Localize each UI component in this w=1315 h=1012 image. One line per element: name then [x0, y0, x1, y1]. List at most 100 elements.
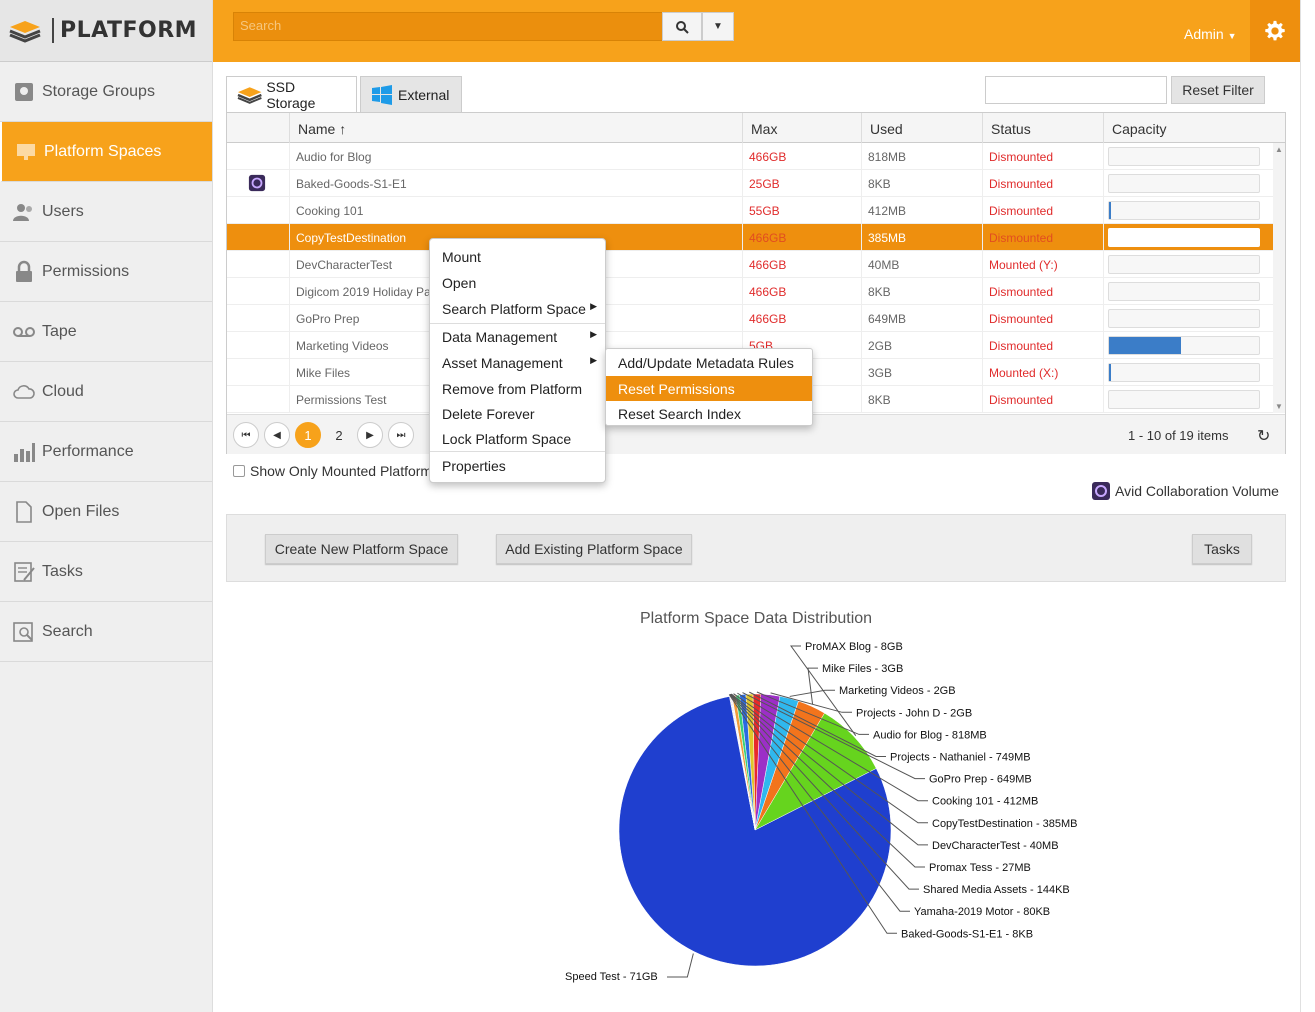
sidebar-item-tasks[interactable]: Tasks: [0, 542, 212, 602]
admin-menu[interactable]: Admin ▼: [1184, 26, 1237, 42]
sidebar-item-permissions[interactable]: Permissions: [0, 242, 212, 302]
scroll-down-icon[interactable]: ▼: [1275, 402, 1283, 411]
checkbox-box[interactable]: [233, 465, 245, 477]
actions-panel: Create New Platform Space Add Existing P…: [226, 514, 1286, 582]
menu-item-mount[interactable]: Mount: [442, 249, 481, 265]
sidebar-item-label: Users: [42, 202, 84, 220]
cell-used: 40MB: [861, 251, 982, 278]
settings-button[interactable]: [1250, 0, 1300, 62]
menu-item-remove-from-platform[interactable]: Remove from Platform: [442, 381, 583, 397]
label-connector: [729, 693, 919, 890]
label-connector: [749, 691, 886, 757]
chart-title: Platform Space Data Distribution: [639, 610, 873, 627]
slice-label: DevCharacterTest - 40MB: [932, 840, 1059, 852]
menu-item-add-update-metadata-rules[interactable]: Add/Update Metadata Rules: [618, 355, 794, 371]
menu-item-reset-permissions[interactable]: Reset Permissions: [606, 376, 812, 401]
table-row[interactable]: Cooking 101 55GB 412MB Dismounted: [227, 197, 1273, 224]
cell-used: 818MB: [861, 143, 982, 170]
label-connector: [737, 692, 928, 802]
row-icon-cell: [227, 386, 289, 413]
menu-item-search-platform-space[interactable]: Search Platform Space ▶: [430, 296, 605, 321]
tasks-button[interactable]: Tasks: [1192, 534, 1252, 564]
sidebar-item-storage-groups[interactable]: Storage Groups: [0, 62, 212, 122]
table-row[interactable]: Permissions Test466GB8KBDismounted: [227, 386, 1273, 413]
table-row[interactable]: Digicom 2019 Holiday Part 466GB 8KB Dismoun…: [227, 278, 1273, 305]
show-mounted-checkbox[interactable]: Show Only Mounted Platform: [233, 463, 432, 479]
cell-max: 55GB: [742, 197, 861, 224]
capacity-bar: [1108, 282, 1260, 301]
reset-filter-button[interactable]: Reset Filter: [1171, 76, 1265, 104]
last-page-button[interactable]: ⏭: [388, 422, 414, 448]
cell-name: GoPro Prep: [289, 305, 742, 332]
menu-item-delete-forever[interactable]: Delete Forever: [442, 406, 535, 422]
menu-item-open[interactable]: Open: [442, 275, 477, 291]
sidebar-item-search[interactable]: Search: [0, 602, 212, 662]
tab-external[interactable]: External: [360, 76, 462, 112]
avid-volume-icon: [1092, 482, 1110, 500]
menu-item-label: Asset Management: [442, 355, 563, 371]
sidebar-item-cloud[interactable]: Cloud: [0, 362, 212, 422]
table-row[interactable]: CopyTestDestination 466GB 385MB Dismounted: [227, 224, 1273, 251]
slice-label: Mike Files - 3GB: [822, 663, 903, 675]
grid-scrollbar[interactable]: ▲ ▼: [1273, 143, 1285, 413]
capacity-bar: [1108, 309, 1260, 328]
column-header-max[interactable]: Max: [742, 113, 861, 143]
table-row[interactable]: DevCharacterTest 466GB 40MB Mounted (Y:): [227, 251, 1273, 278]
label-connector: [728, 694, 897, 934]
first-page-button[interactable]: ⏮: [233, 422, 259, 448]
create-platform-space-button[interactable]: Create New Platform Space: [265, 534, 458, 564]
refresh-icon[interactable]: ↻: [1257, 428, 1271, 445]
sidebar-item-tape[interactable]: Tape: [0, 302, 212, 362]
search-input[interactable]: Search: [233, 12, 663, 41]
menu-item-reset-search-index[interactable]: Reset Search Index: [618, 406, 741, 422]
pager-info: 1 - 10 of 19 items: [1128, 428, 1229, 443]
cell-status: Mounted (Y:): [982, 251, 1103, 278]
search-dropdown-button[interactable]: ▼: [702, 12, 734, 41]
scroll-up-icon[interactable]: ▲: [1275, 145, 1283, 154]
add-existing-platform-space-button[interactable]: Add Existing Platform Space: [496, 534, 692, 564]
cell-max: 466GB: [742, 224, 861, 251]
cell-name: Digicom 2019 Holiday Part: [289, 278, 742, 305]
page-2-button[interactable]: 2: [335, 427, 343, 443]
search-button[interactable]: [662, 12, 702, 41]
page-1-button[interactable]: 1: [295, 422, 321, 448]
capacity-bar: [1108, 147, 1260, 166]
cell-status: Mounted (X:): [982, 359, 1103, 386]
slice-label: Yamaha-2019 Motor - 80KB: [914, 906, 1050, 918]
column-header-capacity[interactable]: Capacity: [1103, 113, 1263, 143]
sidebar-item-platform-spaces[interactable]: Platform Spaces: [0, 122, 212, 182]
column-header-status[interactable]: Status: [982, 113, 1103, 143]
cell-max: 466GB: [742, 305, 861, 332]
sidebar-item-open-files[interactable]: Open Files: [0, 482, 212, 542]
cell-name: Cooking 101: [289, 197, 742, 224]
cell-max: 466GB: [742, 251, 861, 278]
filter-input[interactable]: [985, 76, 1167, 104]
table-row[interactable]: Baked-Goods-S1-E1 25GB 8KB Dismounted: [227, 170, 1273, 197]
row-icon-cell: [227, 305, 289, 332]
column-header-used[interactable]: Used: [861, 113, 982, 143]
row-icon-cell: [227, 197, 289, 224]
table-row[interactable]: GoPro Prep 466GB 649MB Dismounted: [227, 305, 1273, 332]
menu-item-data-management[interactable]: Data Management ▶: [430, 324, 605, 349]
menu-item-properties[interactable]: Properties: [442, 458, 506, 474]
avid-legend: Avid Collaboration Volume: [1091, 481, 1279, 501]
cell-used: 2GB: [861, 332, 982, 359]
sidebar-item-label: Platform Spaces: [44, 142, 162, 160]
platform-logo-icon: [9, 20, 41, 43]
window-edge: [1300, 0, 1315, 1012]
menu-item-lock-platform-space[interactable]: Lock Platform Space: [442, 431, 572, 447]
next-page-button[interactable]: ▶: [357, 422, 383, 448]
capacity-cell: [1103, 251, 1263, 278]
tab-ssd-storage[interactable]: SSD Storage: [226, 76, 357, 112]
column-header-name[interactable]: Name ↑: [289, 113, 742, 143]
pie-slice[interactable]: [618, 695, 892, 967]
sidebar-item-users[interactable]: Users: [0, 182, 212, 242]
table-row[interactable]: Audio for Blog 466GB 818MB Dismounted: [227, 143, 1273, 170]
tab-label: External: [398, 86, 450, 103]
menu-item-asset-management[interactable]: Asset Management ▶: [430, 350, 605, 375]
cell-used: 8KB: [861, 386, 982, 413]
search-icon: [676, 20, 689, 34]
prev-page-button[interactable]: ◀: [264, 422, 290, 448]
sidebar-item-performance[interactable]: Performance: [0, 422, 212, 482]
pie-slice[interactable]: [729, 696, 756, 831]
